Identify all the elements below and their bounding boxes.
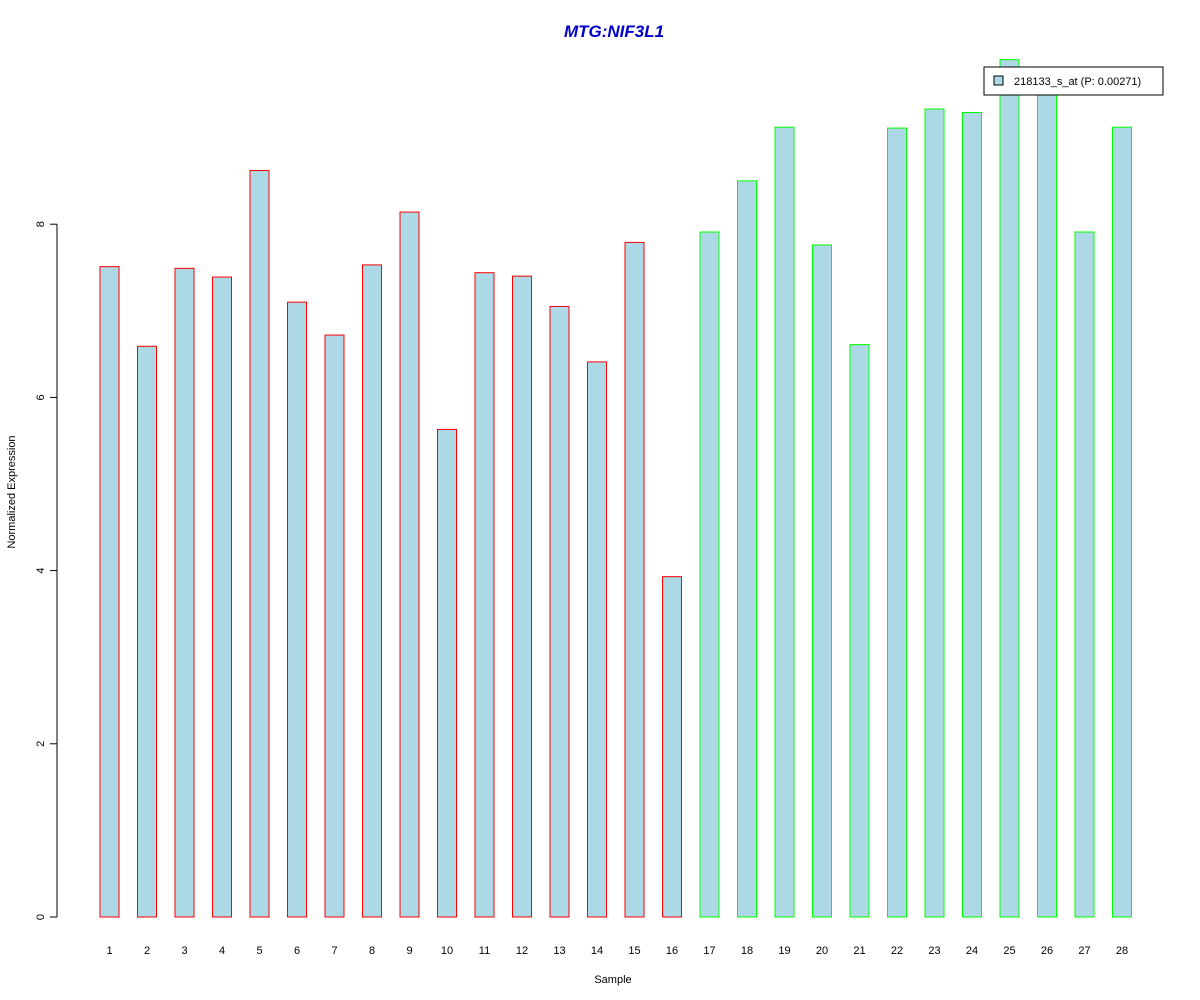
bar-sample-19: [774, 126, 795, 918]
x-tick-label: 27: [1078, 945, 1090, 957]
x-axis-label: Sample: [594, 974, 631, 986]
legend-swatch: [993, 75, 1004, 86]
legend-box: [983, 66, 1164, 96]
bar-sample-20: [812, 244, 832, 918]
x-tick-label: 14: [591, 945, 603, 957]
x-tick-label: 4: [219, 945, 225, 957]
bar-sample-18: [737, 180, 757, 918]
chart-title: MTG:NIF3L1: [564, 22, 664, 41]
bar-sample-5: [249, 170, 270, 918]
x-tick-label: 17: [703, 945, 715, 957]
x-tick-label: 21: [853, 945, 865, 957]
x-tick-label: 24: [966, 945, 978, 957]
bar-sample-1: [99, 266, 120, 918]
x-tick-label: 6: [294, 945, 300, 957]
x-tick-label: 22: [891, 945, 903, 957]
y-tick-label: 8: [35, 221, 47, 227]
x-tick-label: 18: [741, 945, 753, 957]
bar-sample-15: [624, 241, 645, 918]
x-tick-label: 9: [406, 945, 412, 957]
legend: 218133_s_at (P: 0.00271): [983, 66, 1164, 96]
bar-sample-16: [662, 576, 682, 918]
x-tick-label: 20: [816, 945, 828, 957]
y-tick-label: 6: [35, 394, 47, 400]
bar-sample-10: [437, 428, 457, 918]
x-tick-label: 12: [516, 945, 528, 957]
x-tick-label: 26: [1041, 945, 1053, 957]
bar-sample-7: [324, 334, 345, 918]
x-tick-label: 13: [553, 945, 565, 957]
bar-sample-22: [887, 127, 907, 918]
bar-sample-6: [287, 301, 307, 918]
bar-sample-26: [1037, 83, 1057, 918]
bar-sample-9: [399, 211, 420, 918]
bar-sample-8: [362, 264, 382, 918]
bar-sample-25: [999, 59, 1020, 918]
bar-sample-24: [962, 111, 982, 918]
y-axis-label: Normalized Expression: [6, 435, 18, 548]
x-tick-label: 3: [181, 945, 187, 957]
legend-label: 218133_s_at (P: 0.00271): [1014, 76, 1141, 88]
y-axis: 0 2 4 6 8: [35, 221, 58, 920]
bar-sample-21: [849, 344, 870, 918]
x-tick-labels: 1 2 3 4 5 6 7 8 9 10 11 12 13 14 15 16 17 18 19 20 21 22 23 24 2…: [106, 945, 1128, 957]
x-tick-label: 15: [628, 945, 640, 957]
y-tick-label: 4: [35, 568, 47, 574]
bar-sample-11: [474, 272, 495, 918]
bar-sample-12: [512, 275, 532, 918]
x-tick-label: 25: [1003, 945, 1015, 957]
bar-sample-2: [137, 345, 157, 918]
bar-sample-4: [212, 276, 232, 918]
x-tick-label: 16: [666, 945, 678, 957]
y-tick-label: 2: [35, 741, 47, 747]
x-tick-label: 1: [106, 945, 112, 957]
y-tick-label: 0: [35, 914, 47, 920]
x-tick-label: 10: [441, 945, 453, 957]
x-tick-label: 8: [369, 945, 375, 957]
bar-sample-23: [924, 108, 945, 918]
bar-sample-28: [1112, 126, 1132, 918]
x-tick-label: 7: [331, 945, 337, 957]
bar-sample-3: [174, 267, 195, 918]
x-tick-label: 5: [256, 945, 262, 957]
x-tick-label: 19: [778, 945, 790, 957]
bar-sample-14: [587, 361, 607, 918]
bar-sample-17: [699, 231, 720, 918]
bar-sample-27: [1074, 231, 1095, 918]
x-tick-label: 23: [928, 945, 940, 957]
x-tick-label: 2: [144, 945, 150, 957]
x-tick-label: 28: [1116, 945, 1128, 957]
bar-sample-13: [549, 305, 570, 918]
bars-group: [99, 59, 1132, 918]
x-tick-label: 11: [479, 945, 490, 957]
